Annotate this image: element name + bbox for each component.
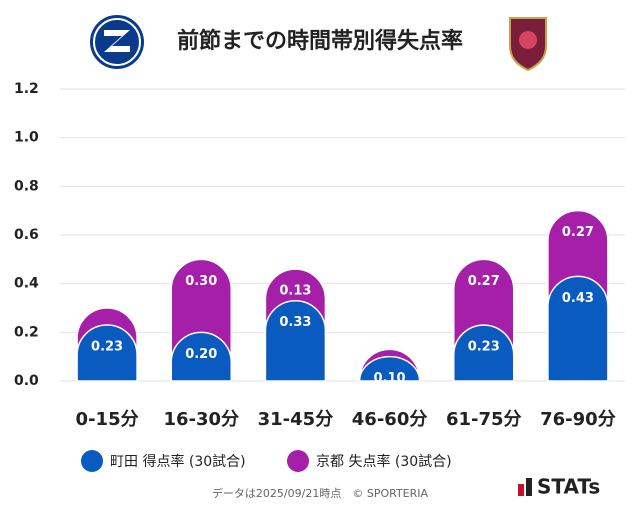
footnote: データは2025/09/21時点 © SPORTERIA <box>212 486 429 500</box>
chart-title: 前節までの時間帯別得失点率 <box>177 28 463 54</box>
y-tick-label: 1.2 <box>14 81 39 97</box>
value-label: 0.27 <box>468 274 500 289</box>
x-tick-label: 76-90分 <box>540 409 616 430</box>
x-tick-label: 61-75分 <box>446 409 522 430</box>
value-label: 0.23 <box>91 340 123 355</box>
value-label: 0.13 <box>279 284 311 299</box>
legend-marker <box>81 450 103 472</box>
legend-marker <box>287 450 309 472</box>
bar-segment <box>358 355 421 382</box>
brand-logo: STATs <box>518 475 600 499</box>
x-tick-label: 0-15分 <box>76 409 139 430</box>
value-label: 0.20 <box>185 347 217 362</box>
y-tick-label: 0.0 <box>14 373 39 389</box>
legend-label: 京都 失点率 (30試合) <box>316 453 452 470</box>
y-tick-label: 0.8 <box>14 178 39 194</box>
value-label: 0.27 <box>562 225 594 240</box>
y-tick-label: 0.6 <box>14 227 39 243</box>
bar-segment <box>76 324 138 382</box>
x-tick-label: 16-30分 <box>163 409 239 430</box>
away-logo <box>509 17 547 72</box>
home-logo <box>90 15 144 69</box>
bar-segment <box>264 300 327 382</box>
value-label: 0.33 <box>279 315 311 330</box>
y-tick-label: 0.2 <box>14 324 39 340</box>
bar-segment <box>453 324 515 382</box>
bar-segment <box>170 331 232 382</box>
x-tick-label: 31-45分 <box>258 409 334 430</box>
brand: STATs <box>537 475 600 499</box>
value-label: 0.43 <box>562 291 594 306</box>
value-label: 0.10 <box>374 371 406 386</box>
value-label: 0.23 <box>468 340 500 355</box>
value-label: 0.30 <box>185 274 217 289</box>
legend-label: 町田 得点率 (30試合) <box>110 453 246 470</box>
bar-segment <box>547 275 609 382</box>
y-tick-label: 1.0 <box>14 130 39 146</box>
y-tick-label: 0.4 <box>14 276 39 292</box>
x-tick-label: 46-60分 <box>352 409 428 430</box>
